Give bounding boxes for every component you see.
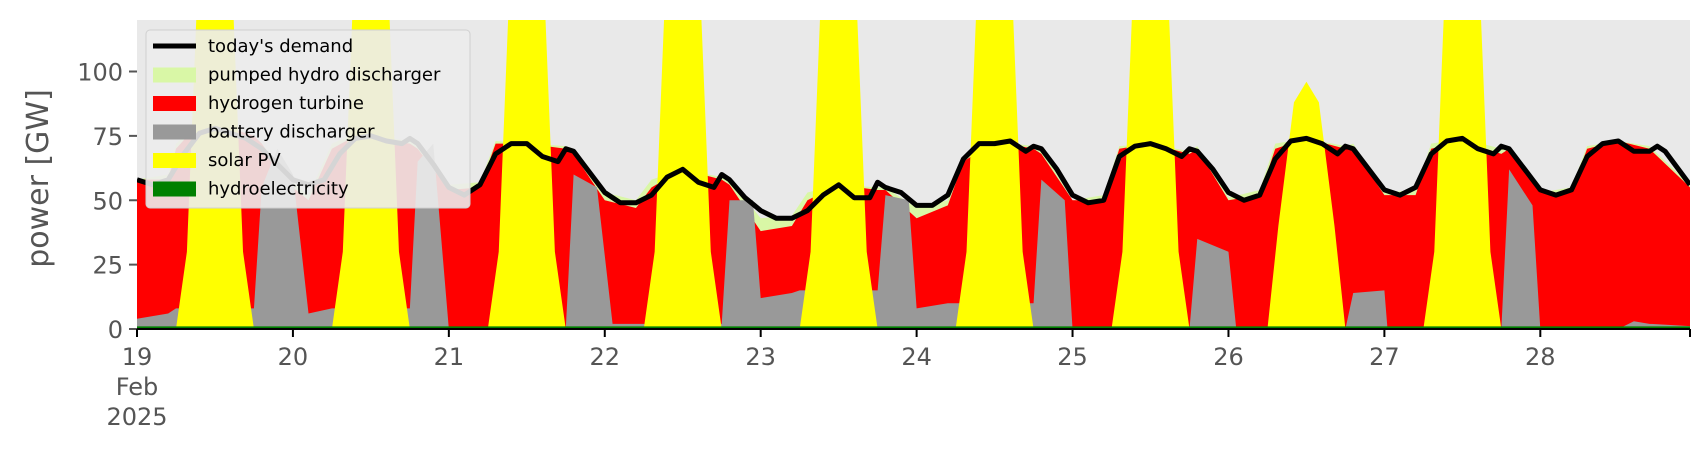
x-tick-label: 28 bbox=[1525, 343, 1556, 371]
x-tick-label: 21 bbox=[434, 343, 465, 371]
legend-label: pumped hydro discharger bbox=[208, 65, 441, 86]
x-tick-label: 27 bbox=[1369, 343, 1400, 371]
y-tick-label: 75 bbox=[92, 123, 123, 151]
y-tick-label: 100 bbox=[77, 59, 123, 87]
legend-box bbox=[145, 29, 471, 209]
legend-label: battery discharger bbox=[208, 122, 375, 143]
legend: today's demand pumped hydro discharger hyd… bbox=[145, 29, 471, 209]
x-tick-label: 26 bbox=[1213, 343, 1244, 371]
legend-label: hydroelectricity bbox=[208, 179, 349, 200]
x-tick-label: 25 bbox=[1057, 343, 1088, 371]
legend-swatch bbox=[153, 124, 196, 140]
y-axis-label: power [GW] bbox=[21, 89, 56, 268]
legend-label: hydrogen turbine bbox=[208, 93, 364, 114]
x-axis: 19 Feb 2025 20 21 22 23 24 25 26 27 28 bbox=[106, 328, 1691, 431]
y-tick-label: 50 bbox=[92, 187, 123, 215]
legend-swatch bbox=[153, 96, 196, 111]
legend-label: solar PV bbox=[208, 150, 281, 171]
x-tick-label: 20 bbox=[278, 343, 309, 371]
legend-swatch bbox=[153, 153, 196, 168]
x-tick-label: 24 bbox=[901, 343, 932, 371]
stacked-areas bbox=[137, 20, 1690, 329]
area-solar-pv bbox=[137, 20, 1690, 329]
x-tick-label: 23 bbox=[745, 343, 776, 371]
y-tick-label: 25 bbox=[92, 252, 123, 280]
plot-area bbox=[137, 20, 1690, 329]
area-battery-discharger bbox=[137, 143, 1690, 329]
y-tick-label: 0 bbox=[108, 316, 123, 344]
legend-swatch bbox=[153, 181, 196, 197]
legend-label: today's demand bbox=[208, 36, 353, 57]
legend-swatch bbox=[153, 67, 196, 83]
x-tick-label: 22 bbox=[589, 343, 620, 371]
x-tick-label: 19 Feb 2025 bbox=[106, 343, 167, 431]
y-axis: 0 25 50 75 100 bbox=[77, 59, 137, 344]
